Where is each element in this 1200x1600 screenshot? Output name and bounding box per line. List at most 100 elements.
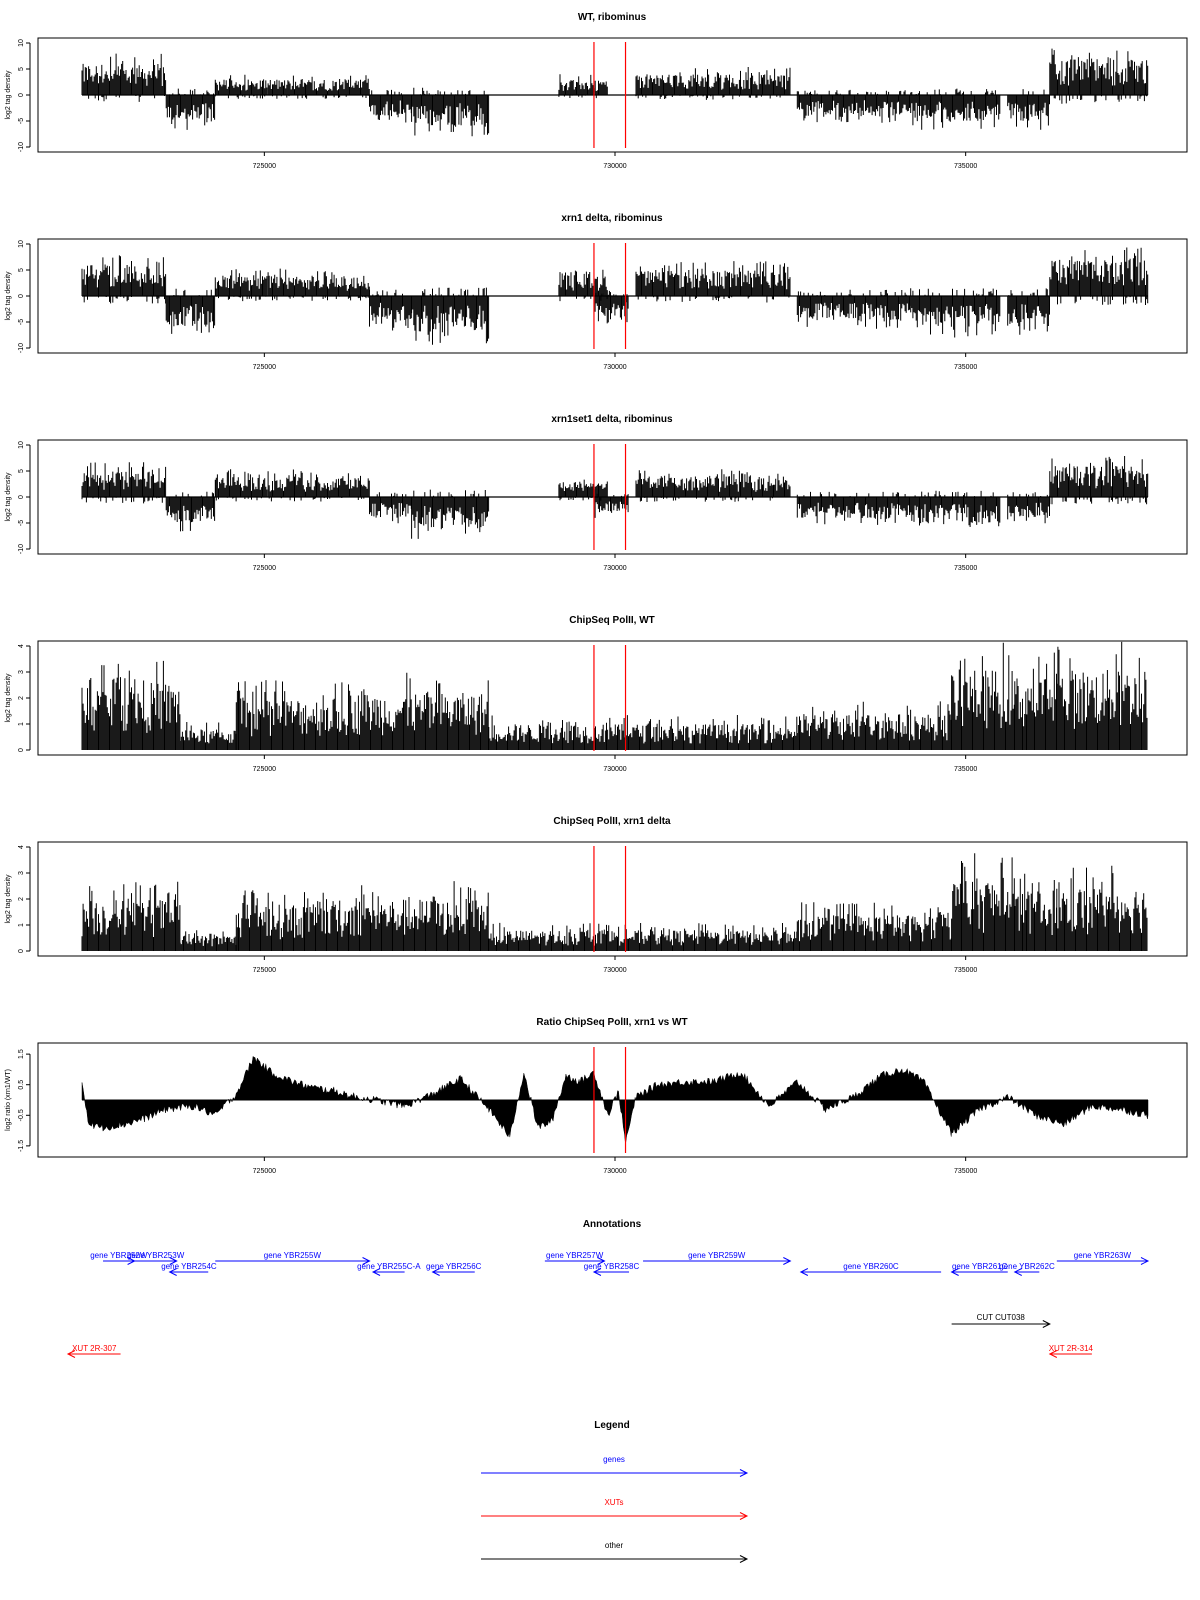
arrow-head	[1048, 1350, 1058, 1358]
gene-arrow: gene YBR256C	[426, 1262, 482, 1276]
signal-segment	[1049, 48, 1149, 104]
y-axis: -10 -5 0 5 10 log2 tag density	[5, 441, 31, 554]
x-tick-label: 735000	[954, 163, 977, 170]
arrow-head	[66, 1350, 76, 1358]
arrow-head	[168, 1268, 177, 1276]
gene-arrow: gene YBR261C	[950, 1262, 1008, 1276]
y-tick-label: 0	[18, 294, 25, 298]
arrow-head	[739, 1555, 749, 1563]
x-axis: 725000 730000 735000	[253, 353, 977, 371]
y-axis: -10 -5 0 5 10 log2 tag density	[5, 39, 31, 152]
arrow-head	[362, 1257, 371, 1265]
gene-arrow: gene YBR262C	[999, 1262, 1055, 1276]
plot-frame	[37, 439, 1188, 555]
signal-segment	[1014, 652, 1057, 750]
y-tick-label: 0	[18, 93, 25, 97]
y-tick-label: -10	[18, 142, 25, 152]
x-tick-label: 725000	[253, 1168, 276, 1175]
arrow-head	[597, 1257, 606, 1265]
plot-frame	[37, 841, 1188, 957]
panel-2: xrn1 delta, ribominus -10 -5 0 5 10 log2 tag d…	[5, 213, 1188, 371]
x-axis: 725000 730000 735000	[253, 956, 977, 974]
signal-segment	[348, 881, 489, 951]
signal-segment	[165, 288, 216, 334]
signal-segment	[1007, 288, 1050, 335]
arrow-head	[592, 1268, 602, 1276]
gene-label: gene YBR260C	[843, 1262, 899, 1271]
gene-label: gene YBR258C	[584, 1262, 640, 1271]
signal-segment	[488, 922, 798, 951]
y-axis-label: log2 tag density	[5, 673, 12, 723]
y-tick-label: -10	[18, 544, 25, 554]
signal-segment	[635, 67, 791, 100]
data-marks	[81, 1055, 1149, 1145]
x-tick-label: 725000	[253, 766, 276, 773]
xut-arrow: XUT 2R-314	[1049, 1344, 1094, 1358]
signal-segment	[81, 53, 167, 102]
x-tick-label: 730000	[603, 565, 626, 572]
x-axis: 725000 730000 735000	[253, 755, 977, 773]
arrow-head	[739, 1469, 749, 1477]
x-tick-label: 735000	[954, 766, 977, 773]
signal-segment	[951, 642, 1015, 750]
gene-label: gene YBR262C	[999, 1262, 1055, 1271]
gene-arrow: gene YBR254C	[161, 1262, 217, 1276]
signal-segment	[951, 853, 1015, 951]
plot-frame	[37, 238, 1188, 354]
gene-arrow: gene YBR258C	[584, 1262, 640, 1276]
data-marks	[81, 48, 1149, 137]
signal-segment	[796, 902, 952, 951]
y-tick-label: 0	[18, 495, 25, 499]
x-tick-label: 725000	[253, 967, 276, 974]
signal-segment	[411, 489, 490, 539]
y-tick-label: 10	[18, 240, 25, 248]
arrow-head	[783, 1257, 792, 1265]
chart-title: xrn1 delta, ribominus	[561, 213, 663, 224]
x-tick-label: 735000	[954, 1168, 977, 1175]
legend-item: other	[481, 1541, 749, 1563]
data-marks	[81, 853, 1148, 951]
legend-item: genes	[481, 1455, 749, 1477]
signal-segment	[214, 74, 370, 99]
x-tick-label: 730000	[603, 163, 626, 170]
x-tick-label: 730000	[603, 1168, 626, 1175]
x-tick-label: 735000	[954, 364, 977, 371]
cut-arrow: CUT CUT038	[951, 1313, 1051, 1328]
y-axis-label: log2 tag density	[5, 70, 12, 120]
gene-arrow: gene YBR255C-A	[357, 1262, 421, 1276]
chart-title: ChipSeq PolII, WT	[569, 615, 655, 626]
signal-segment	[214, 268, 370, 302]
signal-segment	[411, 287, 490, 345]
panel-4: ChipSeq PolII, WT 0 1 2 3 4 log2 tag density 72…	[5, 615, 1188, 773]
legend-label: genes	[603, 1455, 625, 1464]
y-tick-label: 0	[18, 949, 25, 953]
signal-segment	[81, 462, 167, 504]
signal-segment	[165, 88, 216, 130]
signal-segment	[1014, 873, 1057, 951]
x-axis: 725000 730000 735000	[253, 1157, 977, 1175]
y-tick-label: -5	[18, 118, 25, 124]
y-tick-label: 2	[18, 897, 25, 901]
y-tick-label: 5	[18, 67, 25, 71]
signal-segment	[81, 255, 167, 304]
arrow-head	[1013, 1268, 1022, 1276]
arrow-head	[950, 1268, 959, 1276]
data-marks	[81, 641, 1148, 750]
signal-segment	[348, 672, 489, 750]
y-tick-label: 0	[18, 748, 25, 752]
y-tick-label: 5	[18, 469, 25, 473]
arrow-head	[739, 1512, 749, 1520]
xut-arrow: XUT 2R-307	[66, 1344, 121, 1358]
y-tick-label: 3	[18, 670, 25, 674]
y-tick-label: 10	[18, 39, 25, 47]
legend-item: XUTs	[481, 1498, 749, 1520]
y-tick-label: 1	[18, 722, 25, 726]
chart-title: xrn1set1 delta, ribominus	[551, 414, 673, 425]
signal-segment	[179, 930, 237, 951]
x-axis: 725000 730000 735000	[253, 554, 977, 572]
arrow-head	[1042, 1320, 1051, 1328]
y-tick-label: 1	[18, 923, 25, 927]
signal-segment	[369, 89, 412, 123]
gene-label: gene YBR253W	[127, 1251, 185, 1260]
